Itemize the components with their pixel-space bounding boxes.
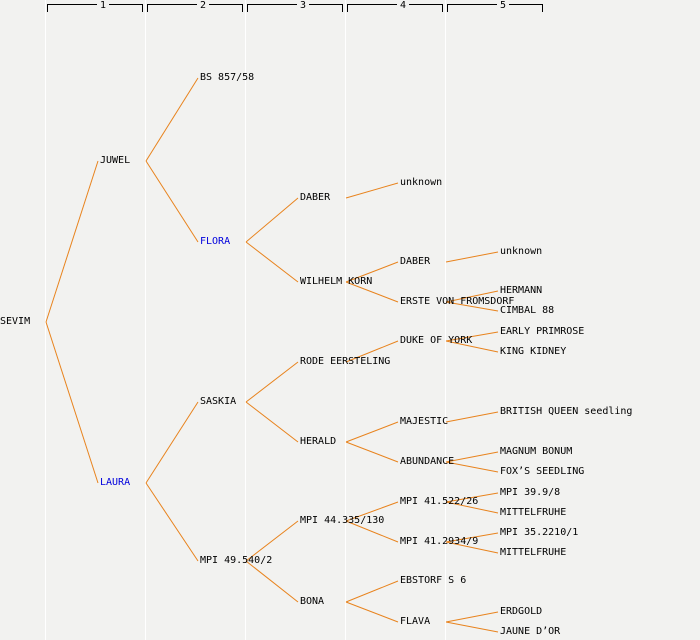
branch-mpi44335-mpi412934: [345, 520, 399, 543]
branch-mpi412934-mittel2: [445, 541, 499, 554]
bracket-tick-left: [47, 5, 48, 12]
branch-daber1-unknown1: [345, 182, 399, 199]
node-daber1[interactable]: DABER: [300, 192, 331, 203]
branch-mpi412934-mpi352210: [445, 532, 499, 543]
generation-bracket-1: 1: [47, 0, 143, 12]
node-mpi41522[interactable]: MPI 41.522/26: [400, 496, 479, 507]
node-ebstorf[interactable]: EBSTORF S 6: [400, 575, 467, 586]
branch-laura-mpi49540: [145, 482, 199, 562]
bracket-tick-left: [447, 5, 448, 12]
generation-number-4: 4: [397, 0, 410, 11]
branch-sevim-laura: [45, 321, 99, 484]
bracket-tick-left: [247, 5, 248, 12]
bracket-tick-right: [142, 5, 143, 12]
node-wilhelm[interactable]: WILHELM KORN: [300, 276, 373, 287]
bracket-tick-right: [442, 5, 443, 12]
bracket-tick-right: [242, 5, 243, 12]
column-separator-3: [245, 0, 246, 640]
bracket-tick-left: [147, 5, 148, 12]
node-saskia[interactable]: SASKIA: [200, 396, 237, 407]
node-mpi44335[interactable]: MPI 44.335/130: [300, 515, 385, 526]
generation-number-5: 5: [497, 0, 510, 11]
branch-mpi41522-mittel1: [445, 501, 499, 514]
node-majestic[interactable]: MAJESTIC: [400, 416, 449, 427]
generation-number-2: 2: [197, 0, 210, 11]
node-mittel1[interactable]: MITTELFRUHE: [500, 507, 567, 518]
node-mittel2[interactable]: MITTELFRUHE: [500, 547, 567, 558]
node-mpi49540[interactable]: MPI 49.540/2: [200, 555, 273, 566]
node-mpi412934[interactable]: MPI 41.2934/9: [400, 536, 479, 547]
branch-laura-saskia: [145, 401, 199, 484]
branch-majestic-british: [445, 411, 499, 423]
node-fox[interactable]: FOX’S SEEDLING: [500, 466, 585, 477]
node-british[interactable]: BRITISH QUEEN seedling: [500, 406, 633, 417]
node-jaune[interactable]: JAUNE D’OR: [500, 626, 561, 637]
node-juwel[interactable]: JUWEL: [100, 155, 131, 166]
generation-bracket-5: 5: [447, 0, 543, 12]
bracket-tick-right: [542, 5, 543, 12]
node-rode[interactable]: RODE EERSTELING: [300, 356, 391, 367]
node-magnum[interactable]: MAGNUM BONUM: [500, 446, 573, 457]
generation-bracket-2: 2: [147, 0, 243, 12]
branch-daber2-unknown2: [445, 251, 499, 263]
branch-saskia-rode: [245, 361, 299, 403]
branch-mpi49540-bona: [245, 560, 299, 603]
generation-bracket-4: 4: [347, 0, 443, 12]
branch-wilhelm-daber2: [345, 261, 399, 283]
branch-mpi44335-mpi41522: [345, 501, 399, 522]
column-separator-5: [445, 0, 446, 640]
node-mpi3998[interactable]: MPI 39.9/8: [500, 487, 561, 498]
node-erste[interactable]: ERSTE VON FROMSDORF: [400, 296, 515, 307]
branch-wilhelm-erste: [345, 281, 399, 303]
node-unknown2[interactable]: unknown: [500, 246, 543, 257]
branch-erste-cimbal: [445, 301, 499, 312]
generation-number-3: 3: [297, 0, 310, 11]
generation-number-1: 1: [97, 0, 110, 11]
branch-flava-jaune: [445, 621, 499, 633]
branch-rode-duke: [345, 340, 399, 363]
node-sevim[interactable]: SEVIM: [0, 316, 31, 327]
branch-herald-abundance: [345, 441, 399, 463]
node-early[interactable]: EARLY PRIMROSE: [500, 326, 585, 337]
branch-juwel-flora: [145, 160, 199, 243]
node-king[interactable]: KING KIDNEY: [500, 346, 567, 357]
branch-abundance-magnum: [445, 451, 499, 463]
branch-flava-erdgold: [445, 611, 499, 623]
node-hermann[interactable]: HERMANN: [500, 285, 543, 296]
node-abundance[interactable]: ABUNDANCE: [400, 456, 455, 467]
node-duke[interactable]: DUKE OF YORK: [400, 335, 473, 346]
column-separator-4: [345, 0, 346, 640]
node-erdgold[interactable]: ERDGOLD: [500, 606, 543, 617]
branch-mpi49540-mpi44335: [245, 520, 299, 562]
branch-mpi41522-mpi3998: [445, 492, 499, 503]
branch-bona-flava: [345, 601, 399, 623]
branch-abundance-fox: [445, 461, 499, 473]
branch-duke-early: [445, 331, 499, 342]
branch-juwel-bs85758: [145, 77, 199, 162]
node-herald[interactable]: HERALD: [300, 436, 337, 447]
bracket-tick-right: [342, 5, 343, 12]
branch-sevim-juwel: [45, 160, 99, 323]
branch-flora-daber1: [245, 197, 299, 243]
node-daber2[interactable]: DABER: [400, 256, 431, 267]
bracket-tick-left: [347, 5, 348, 12]
branch-herald-majestic: [345, 421, 399, 443]
node-unknown1[interactable]: unknown: [400, 177, 443, 188]
branch-duke-king: [445, 340, 499, 353]
branch-flora-wilhelm: [245, 241, 299, 283]
node-cimbal[interactable]: CIMBAL 88: [500, 305, 555, 316]
column-separator-1: [45, 0, 46, 640]
branch-bona-ebstorf: [345, 580, 399, 603]
node-laura[interactable]: LAURA: [100, 477, 131, 488]
node-flora[interactable]: FLORA: [200, 236, 231, 247]
node-bs85758[interactable]: BS 857/58: [200, 72, 255, 83]
node-mpi352210[interactable]: MPI 35.2210/1: [500, 527, 579, 538]
node-bona[interactable]: BONA: [300, 596, 325, 607]
column-separator-2: [145, 0, 146, 640]
branch-saskia-herald: [245, 401, 299, 443]
node-flava[interactable]: FLAVA: [400, 616, 431, 627]
branch-erste-hermann: [445, 290, 499, 303]
generation-bracket-3: 3: [247, 0, 343, 12]
